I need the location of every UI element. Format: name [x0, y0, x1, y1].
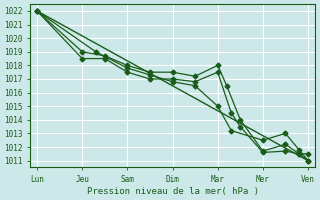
X-axis label: Pression niveau de la mer( hPa ): Pression niveau de la mer( hPa ): [86, 187, 259, 196]
